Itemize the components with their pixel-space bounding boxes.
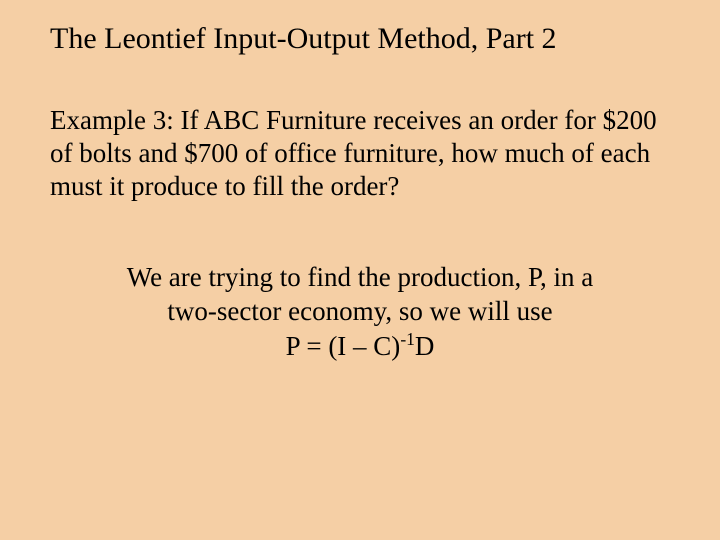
example-label: Example 3: xyxy=(50,105,174,135)
explanation-text: We are trying to find the production, P,… xyxy=(110,261,610,329)
formula-exponent: -1 xyxy=(400,329,415,349)
slide-container: The Leontief Input-Output Method, Part 2… xyxy=(0,0,720,540)
example-text: Example 3: If ABC Furniture receives an … xyxy=(50,104,670,203)
formula-rhs: D xyxy=(415,331,435,361)
explanation-block: We are trying to find the production, P,… xyxy=(50,261,670,364)
formula: P = (I – C)-1D xyxy=(110,330,610,364)
formula-lhs: P = (I – C) xyxy=(286,331,401,361)
slide-title: The Leontief Input-Output Method, Part 2 xyxy=(50,22,670,56)
